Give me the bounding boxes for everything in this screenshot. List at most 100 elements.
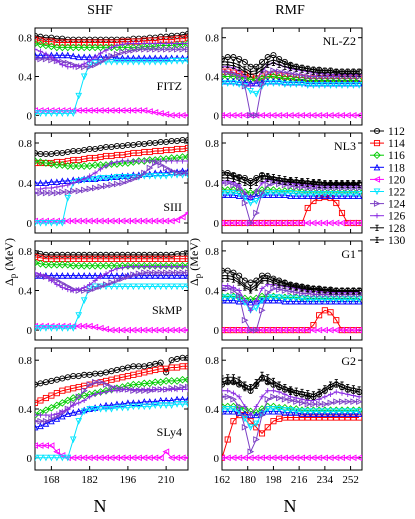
point-g2-126-2 [230,390,237,396]
panel-label-skmp: SkMP [152,303,182,317]
series-line-siii-124 [35,162,188,194]
point-siii-124-10 [86,185,94,193]
point-nl-z2-130-9 [271,59,276,66]
point-sly4-124-10 [86,381,94,388]
point-g2-124-23 [350,398,358,406]
point-g1-130-0 [222,275,224,282]
point-nl-z2-120-24 [355,112,362,119]
point-sly4-124-12 [97,378,105,386]
point-fitz-122-4 [53,110,61,117]
point-fitz-122-25 [168,57,175,65]
point-skmp-126-1 [37,272,44,278]
point-skmp-118-21 [146,272,154,279]
point-skmp-126-25 [169,264,175,270]
point-nl3-118-22 [344,192,352,200]
point-fitz-118-18 [130,54,137,62]
y-axis-title-shf: Δp (MeV) [2,238,18,286]
point-g1-124-8 [264,289,272,296]
point-siii-126-11 [92,170,98,176]
point-g1-118-18 [321,297,329,305]
point-siii-126-14 [108,160,115,166]
point-g2-130-2 [231,377,236,384]
point-g2-130-9 [271,381,276,388]
point-g1-124-7 [258,306,266,314]
point-siii-122-15 [113,173,121,181]
point-sly4-124-28 [184,383,188,391]
point-siii-126-9 [81,176,87,182]
point-g1-130-22 [346,288,350,295]
point-skmp-122-23 [157,283,165,291]
y-tick-label-siii-0: 0 [27,218,33,230]
point-g2-124-1 [224,393,232,401]
point-g1-130-24 [357,288,361,295]
point-nl-z2-124-4 [241,82,249,90]
point-nl3-118-12 [287,192,294,200]
point-g2-122-4 [241,415,249,423]
point-siii-116-9 [80,162,89,170]
point-skmp-126-26 [174,264,180,270]
point-skmp-120-12 [96,324,104,332]
point-g2-126-20 [333,389,339,395]
point-fitz-126-2 [43,51,49,57]
point-fitz-118-17 [124,54,132,62]
series-line-skmp-112 [35,252,188,256]
point-siii-124-6 [64,188,72,196]
point-g2-130-13 [294,390,298,397]
point-g1-118-6 [252,297,260,305]
point-nl3-122-23 [350,190,357,198]
point-siii-116-16 [118,159,127,167]
point-skmp-122-19 [135,283,143,291]
point-nl-z2-112-3 [236,55,243,63]
point-fitz-118-5 [58,51,66,59]
point-skmp-124-12 [97,283,105,290]
point-sly4-112-14 [108,368,115,375]
point-fitz-126-6 [65,64,71,70]
point-fitz-118-6 [64,51,72,59]
point-siii-124-28 [184,169,188,177]
point-g2-130-14 [300,391,304,398]
point-sly4-122-25 [168,402,175,409]
point-g2-124-6 [253,436,260,443]
point-siii-124-1 [37,189,45,197]
point-fitz-126-24 [163,40,169,47]
point-nl-z2-130-4 [243,68,247,75]
point-nl-z2-122-20 [332,82,340,89]
legend-label-116: 116 [388,150,405,162]
point-skmp-118-5 [58,272,66,279]
point-skmp-126-10 [87,281,93,288]
point-nl-z2-130-21 [340,70,344,77]
point-g1-122-12 [287,295,294,303]
point-fitz-124-20 [141,46,148,53]
point-nl3-118-2 [230,191,237,199]
point-siii-124-9 [81,186,88,194]
point-nl3-130-15 [306,180,310,188]
legend-label-124: 124 [388,199,406,211]
point-g2-124-22 [344,398,352,406]
point-siii-126-8 [76,178,82,184]
point-skmp-122-21 [146,283,154,291]
point-g2-118-19 [327,410,334,417]
legend-label-114: 114 [388,138,405,150]
point-sly4-122-11 [91,405,99,413]
point-siii-124-7 [70,187,77,195]
x-axis-title-rmf: N [284,496,297,516]
point-g2-130-19 [328,383,333,391]
point-fitz-120-24 [162,111,170,118]
point-g2-130-5 [248,387,253,394]
series-line-g2-114 [222,414,360,458]
point-g1-122-15 [304,296,312,304]
point-sly4-126-3 [48,412,54,418]
point-sly4-118-0 [35,423,39,431]
point-skmp-126-6 [65,286,71,293]
point-nl3-116-16 [309,188,318,196]
point-fitz-126-26 [174,40,180,47]
legend-label-122: 122 [388,187,406,199]
y-axis-title-shf-unit: (MeV) [2,238,16,271]
series-line-nl-z2-118 [222,80,360,84]
point-g1-126-5 [247,307,254,313]
point-siii-116-8 [74,162,83,170]
point-g2-118-14 [298,410,306,417]
point-nl-z2-122-22 [344,82,352,89]
point-nl-z2-130-13 [294,65,298,72]
point-g1-116-7 [258,292,266,301]
